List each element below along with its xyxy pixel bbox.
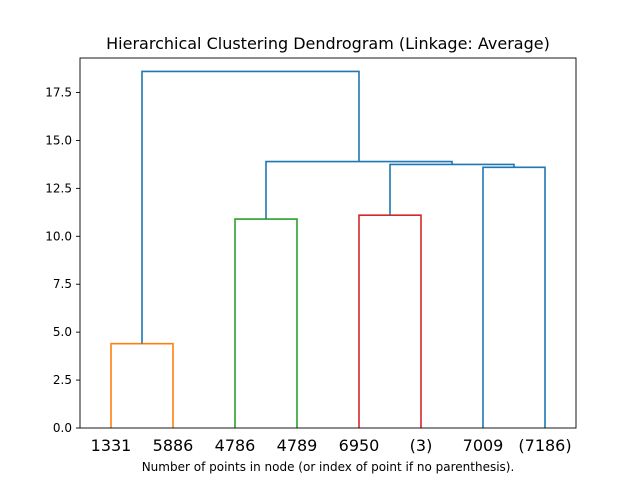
y-tick-label: 10.0 xyxy=(45,229,72,243)
dendrogram-link-3 xyxy=(482,166,546,428)
dendrogram-link-5 xyxy=(265,160,453,220)
leaf-label: 4786 xyxy=(215,436,256,455)
chart-title: Hierarchical Clustering Dendrogram (Link… xyxy=(106,34,550,53)
x-axis-label: Number of points in node (or index of po… xyxy=(142,460,515,474)
leaf-label: 6950 xyxy=(339,436,380,455)
plot-frame xyxy=(79,57,577,429)
y-tick-label: 7.5 xyxy=(53,277,72,291)
y-tick-label: 17.5 xyxy=(45,86,72,100)
dendrogram-link-0 xyxy=(110,342,174,428)
y-tick-label: 15.0 xyxy=(45,133,72,147)
leaf-label: (3) xyxy=(410,436,433,455)
y-tick-label: 12.5 xyxy=(45,181,72,195)
dendrogram-link-4 xyxy=(389,163,515,216)
leaf-label: 1331 xyxy=(91,436,132,455)
y-tick-label: 0.0 xyxy=(53,421,72,435)
dendrogram-link-1 xyxy=(234,218,298,428)
dendrogram-link-2 xyxy=(358,214,422,428)
leaf-labels: 1331 5886 4786 4789 6950 (3) 7009 (7186) xyxy=(91,436,572,455)
leaf-label: 7009 xyxy=(463,436,504,455)
leaf-label: 5886 xyxy=(153,436,194,455)
leaf-label: 4789 xyxy=(277,436,318,455)
dendrogram-links xyxy=(110,70,546,428)
y-axis: 0.0 2.5 5.0 7.5 10.0 12.5 15.0 17.5 xyxy=(45,86,80,435)
y-tick-label: 5.0 xyxy=(53,325,72,339)
leaf-label: (7186) xyxy=(518,436,571,455)
dendrogram-link-6 xyxy=(141,70,360,344)
y-tick-label: 2.5 xyxy=(53,373,72,387)
